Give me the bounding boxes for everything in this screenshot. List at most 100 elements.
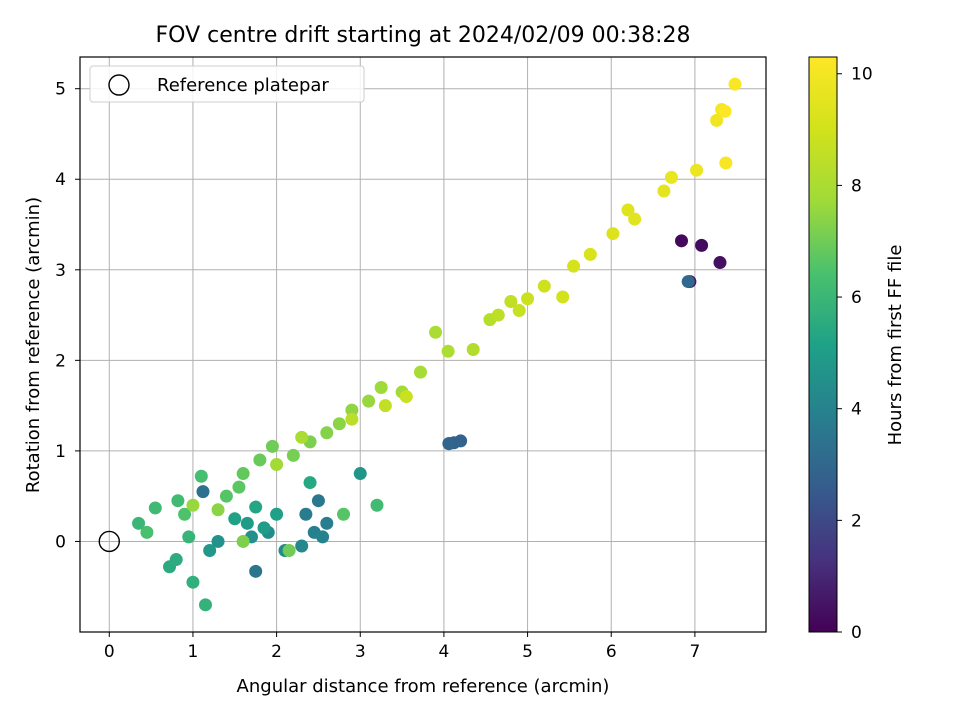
x-tick-label: 4 — [439, 642, 450, 662]
y-tick-label: 4 — [55, 170, 66, 190]
scatter-point — [695, 238, 709, 252]
scatter-point — [148, 501, 162, 515]
colorbar: 0 2 4 6 8 10 Hours from first FF file — [808, 56, 906, 643]
scatter-point — [429, 325, 443, 339]
data-points — [132, 77, 742, 612]
scatter-point — [257, 521, 271, 535]
scatter-point — [240, 516, 254, 530]
x-tick-label: 1 — [188, 642, 199, 662]
scatter-point — [441, 344, 455, 358]
scatter-point — [249, 564, 263, 578]
scatter-point — [282, 544, 296, 558]
scatter-point — [466, 342, 480, 356]
reference-marker — [98, 530, 120, 553]
scatter-point — [719, 156, 733, 170]
scatter-point — [295, 430, 309, 444]
scatter-point — [353, 467, 367, 481]
y-tick-label: 5 — [55, 80, 66, 100]
scatter-point — [675, 234, 689, 248]
colorbar-tick-label: 8 — [851, 176, 862, 196]
scatter-point — [211, 534, 225, 548]
scatter-point — [178, 507, 192, 521]
scatter-point — [442, 437, 456, 451]
y-tick-label: 1 — [55, 442, 66, 462]
scatter-point — [491, 308, 505, 322]
legend-box — [89, 65, 365, 103]
scatter-point — [132, 516, 146, 530]
scatter-point — [249, 500, 263, 514]
x-axis-ticks: 0 1 2 3 4 5 6 7 — [104, 632, 700, 662]
scatter-point — [320, 516, 334, 530]
scatter-point — [713, 256, 727, 270]
scatter-point — [583, 247, 597, 261]
scatter-point — [556, 290, 570, 304]
scatter-point — [182, 530, 196, 544]
scatter-point — [270, 507, 284, 521]
scatter-point — [228, 512, 242, 526]
scatter-point — [690, 163, 704, 177]
scatter-point — [378, 399, 392, 413]
plot-frame — [79, 56, 767, 633]
x-tick-label: 0 — [104, 642, 115, 662]
legend: Reference platepar — [89, 65, 365, 103]
scatter-point — [303, 476, 317, 490]
x-tick-label: 6 — [606, 642, 617, 662]
x-tick-label: 7 — [689, 642, 700, 662]
y-tick-label: 2 — [55, 351, 66, 371]
colorbar-label: Hours from first FF file — [885, 245, 906, 446]
scatter-point — [606, 227, 620, 241]
scatter-point — [203, 544, 217, 558]
y-tick-label: 3 — [55, 261, 66, 281]
scatter-point — [718, 104, 732, 118]
legend-entry-label: Reference platepar — [157, 75, 329, 96]
scatter-point — [253, 453, 267, 467]
scatter-point — [295, 539, 309, 553]
scatter-point — [236, 534, 250, 548]
colorbar-tick-label: 4 — [851, 400, 862, 420]
scatter-point — [345, 412, 359, 426]
scatter-point — [211, 503, 225, 517]
scatter-point — [664, 170, 678, 184]
scatter-point — [374, 381, 388, 395]
x-tick-label: 5 — [522, 642, 533, 662]
scatter-point — [521, 292, 535, 306]
scatter-point — [454, 434, 468, 448]
scatter-point — [140, 525, 154, 539]
scatter-point — [657, 184, 671, 198]
scatter-point — [265, 439, 279, 453]
chart-title: FOV centre drift starting at 2024/02/09 … — [156, 23, 691, 48]
scatter-point — [198, 598, 212, 612]
grid-lines — [80, 57, 766, 632]
scatter-point — [186, 575, 200, 589]
scatter-point — [270, 457, 284, 471]
scatter-point — [194, 469, 208, 483]
colorbar-gradient — [808, 56, 838, 633]
scatter-point — [286, 448, 300, 462]
scatter-point — [399, 390, 413, 404]
scatter-point — [320, 426, 334, 440]
scatter-point — [337, 507, 351, 521]
legend-marker-icon — [108, 74, 130, 96]
colorbar-tick-label: 2 — [851, 511, 862, 531]
scatter-point — [512, 304, 526, 318]
x-axis-label: Angular distance from reference (arcmin) — [237, 676, 610, 697]
colorbar-tick-label: 6 — [851, 288, 862, 308]
scatter-point — [413, 365, 427, 379]
scatter-point — [186, 498, 200, 512]
scatter-point — [316, 530, 330, 544]
scatter-point — [728, 77, 742, 91]
scatter-point — [628, 212, 642, 226]
scatter-point — [681, 275, 695, 289]
reference-point-marker — [98, 530, 120, 553]
scatter-point — [370, 498, 384, 512]
x-tick-label: 3 — [355, 642, 366, 662]
scatter-point — [219, 489, 233, 503]
scatter-point — [236, 467, 250, 481]
colorbar-ticks: 0 2 4 6 8 10 — [837, 65, 873, 643]
y-axis-ticks: 0 1 2 3 4 5 — [55, 80, 80, 552]
scatter-point — [299, 507, 313, 521]
colorbar-tick-label: 10 — [851, 65, 873, 85]
scatter-point — [232, 480, 246, 494]
scatter-point — [504, 294, 518, 308]
